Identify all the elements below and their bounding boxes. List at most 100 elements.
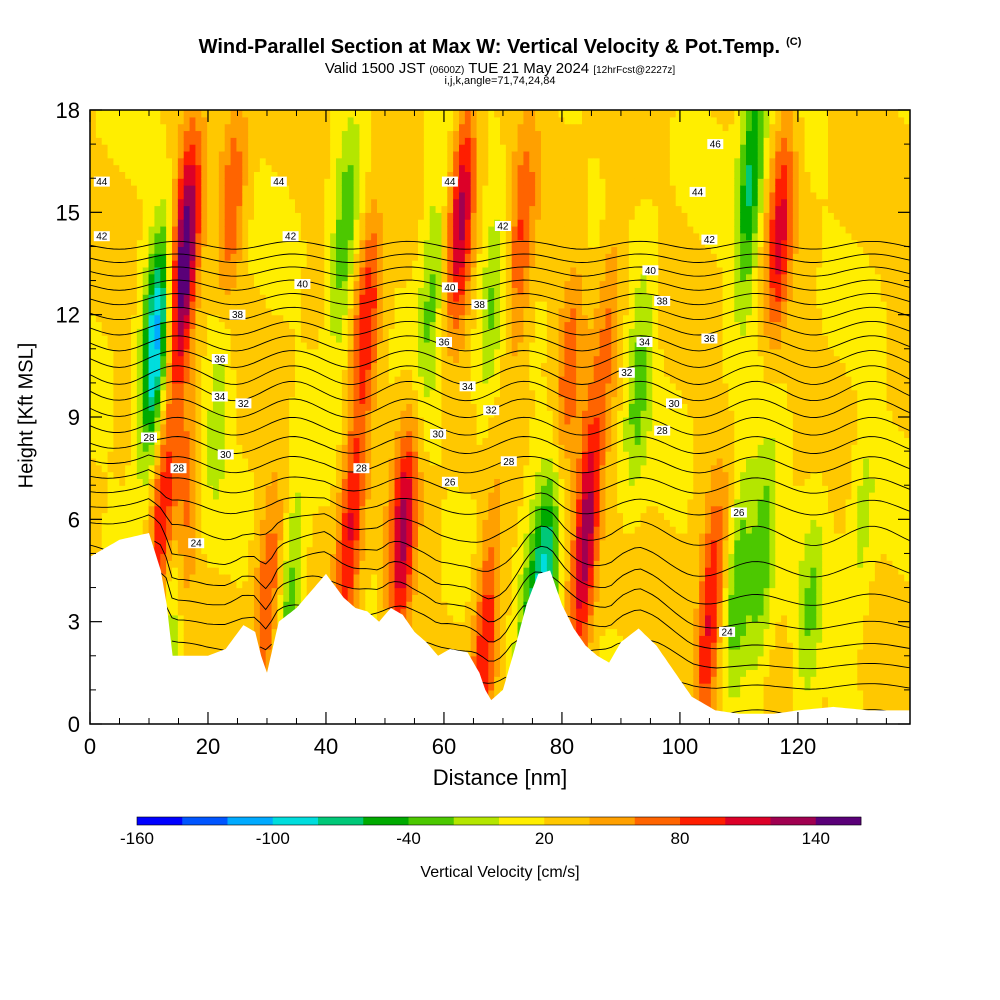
w-cell bbox=[184, 185, 190, 192]
w-cell bbox=[207, 519, 213, 526]
w-cell bbox=[154, 308, 160, 315]
w-cell bbox=[108, 526, 114, 533]
w-cell bbox=[125, 226, 131, 233]
w-cell bbox=[295, 588, 301, 595]
w-cell bbox=[166, 171, 172, 178]
w-cell bbox=[318, 485, 324, 492]
w-cell bbox=[266, 362, 272, 369]
w-cell bbox=[260, 158, 266, 165]
w-cell bbox=[254, 349, 260, 356]
w-cell bbox=[166, 342, 172, 349]
w-cell bbox=[248, 212, 254, 219]
w-cell bbox=[348, 451, 354, 458]
w-cell bbox=[178, 165, 184, 172]
w-cell bbox=[342, 437, 348, 444]
w-cell bbox=[301, 158, 307, 165]
w-cell bbox=[143, 137, 149, 144]
w-cell bbox=[195, 362, 201, 369]
w-cell bbox=[342, 342, 348, 349]
w-cell bbox=[318, 301, 324, 308]
w-cell bbox=[119, 437, 125, 444]
w-cell bbox=[266, 144, 272, 151]
w-cell bbox=[307, 124, 313, 131]
w-cell bbox=[365, 547, 371, 554]
w-cell bbox=[213, 308, 219, 315]
w-cell bbox=[184, 581, 190, 588]
w-cell bbox=[125, 410, 131, 417]
w-cell bbox=[377, 144, 383, 151]
w-cell bbox=[219, 328, 225, 335]
w-cell bbox=[172, 321, 178, 328]
w-cell bbox=[113, 431, 119, 438]
w-cell bbox=[248, 117, 254, 124]
w-cell bbox=[383, 287, 389, 294]
w-cell bbox=[389, 274, 395, 281]
w-cell bbox=[400, 178, 406, 185]
w-cell bbox=[248, 294, 254, 301]
w-cell bbox=[172, 417, 178, 424]
w-cell bbox=[225, 130, 231, 137]
w-cell bbox=[272, 601, 278, 608]
w-cell bbox=[207, 260, 213, 267]
w-cell bbox=[184, 390, 190, 397]
w-cell bbox=[336, 294, 342, 301]
w-cell bbox=[172, 117, 178, 124]
w-cell bbox=[348, 349, 354, 356]
w-cell bbox=[359, 137, 365, 144]
w-cell bbox=[260, 362, 266, 369]
w-cell bbox=[108, 124, 114, 131]
w-cell bbox=[96, 110, 102, 117]
w-cell bbox=[248, 513, 254, 520]
w-cell bbox=[137, 212, 143, 219]
w-cell bbox=[371, 540, 377, 547]
w-cell bbox=[395, 485, 401, 492]
w-cell bbox=[149, 260, 155, 267]
w-cell bbox=[330, 547, 336, 554]
w-cell bbox=[395, 588, 401, 595]
w-cell bbox=[318, 178, 324, 185]
w-cell bbox=[190, 342, 196, 349]
w-cell bbox=[242, 185, 248, 192]
w-cell bbox=[330, 192, 336, 199]
w-cell bbox=[307, 219, 313, 226]
w-cell bbox=[289, 144, 295, 151]
w-cell bbox=[330, 151, 336, 158]
w-cell bbox=[395, 246, 401, 253]
w-cell bbox=[178, 171, 184, 178]
w-cell bbox=[277, 328, 283, 335]
w-cell bbox=[137, 117, 143, 124]
w-cell bbox=[359, 199, 365, 206]
w-cell bbox=[307, 499, 313, 506]
w-cell bbox=[236, 151, 242, 158]
w-cell bbox=[389, 287, 395, 294]
w-cell bbox=[406, 151, 412, 158]
w-cell bbox=[406, 581, 412, 588]
w-cell bbox=[406, 437, 412, 444]
w-cell bbox=[266, 608, 272, 615]
w-cell bbox=[295, 390, 301, 397]
w-cell bbox=[324, 130, 330, 137]
w-cell bbox=[266, 342, 272, 349]
w-cell bbox=[213, 383, 219, 390]
w-cell bbox=[260, 451, 266, 458]
w-cell bbox=[289, 137, 295, 144]
w-cell bbox=[289, 165, 295, 172]
w-cell bbox=[389, 199, 395, 206]
w-cell bbox=[172, 376, 178, 383]
w-cell bbox=[178, 403, 184, 410]
w-cell bbox=[365, 451, 371, 458]
w-cell bbox=[365, 151, 371, 158]
w-cell bbox=[201, 171, 207, 178]
w-cell bbox=[272, 287, 278, 294]
w-cell bbox=[330, 267, 336, 274]
w-cell bbox=[254, 212, 260, 219]
w-cell bbox=[119, 356, 125, 363]
w-cell bbox=[301, 226, 307, 233]
w-cell bbox=[289, 444, 295, 451]
w-cell bbox=[272, 192, 278, 199]
w-cell bbox=[254, 588, 260, 595]
w-cell bbox=[236, 192, 242, 199]
w-cell bbox=[207, 547, 213, 554]
w-cell bbox=[389, 233, 395, 240]
w-cell bbox=[389, 424, 395, 431]
